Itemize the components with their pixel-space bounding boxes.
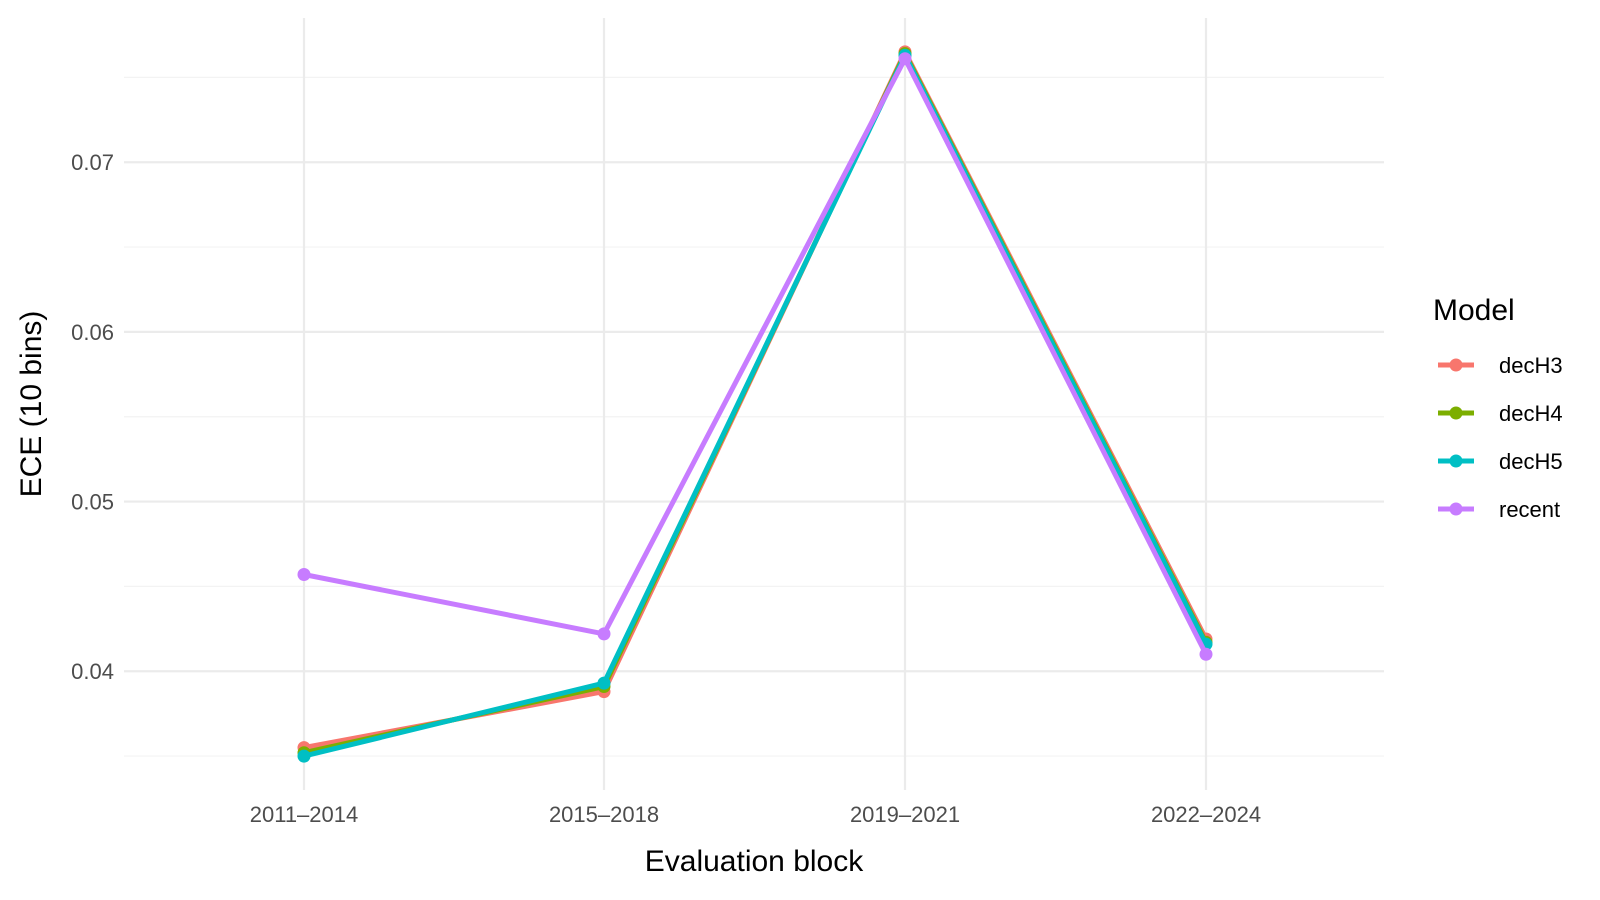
y-axis-title: ECE (10 bins) <box>15 311 48 498</box>
x-tick-label: 2022–2024 <box>1151 802 1261 827</box>
legend-item-decH3: decH3 <box>1438 353 1563 378</box>
data-point-recent <box>297 568 311 581</box>
series-line-decH4 <box>303 51 1209 756</box>
series-line-decH5 <box>303 52 1209 759</box>
legend-item-decH5: decH5 <box>1438 449 1563 474</box>
series-decH5 <box>297 48 1213 763</box>
series-decH4 <box>297 47 1213 760</box>
legend: Model decH3 decH4 decH5 recent <box>1433 294 1563 522</box>
y-tick-label: 0.06 <box>71 320 114 345</box>
legend-key-point <box>1449 358 1463 372</box>
series-line-recent <box>303 56 1209 656</box>
data-point-recent <box>1199 647 1213 661</box>
legend-label: decH3 <box>1499 353 1563 378</box>
data-point-recent <box>597 627 611 641</box>
x-tick-label: 2019–2021 <box>850 802 960 827</box>
data-point-recent <box>898 52 912 66</box>
legend-key-point <box>1449 502 1463 516</box>
x-axis-title: Evaluation block <box>645 845 864 878</box>
y-tick-label: 0.07 <box>71 150 114 175</box>
legend-label: decH4 <box>1499 401 1563 426</box>
legend-item-recent: recent <box>1438 497 1560 522</box>
legend-label: decH5 <box>1499 449 1563 474</box>
y-axis-ticks: 0.04 0.05 0.06 0.07 <box>71 150 114 684</box>
legend-key-point <box>1449 406 1463 420</box>
y-tick-label: 0.05 <box>71 490 114 515</box>
x-axis-ticks: 2011–2014 2015–2018 2019–2021 2022–2024 <box>250 802 1261 827</box>
legend-title: Model <box>1433 294 1515 327</box>
legend-label: recent <box>1499 497 1560 522</box>
x-tick-label: 2011–2014 <box>250 802 359 827</box>
data-point-decH5 <box>597 676 611 690</box>
series-line-decH3 <box>303 49 1209 751</box>
grid-lines <box>124 18 1384 790</box>
series-layer <box>297 45 1213 763</box>
legend-item-decH4: decH4 <box>1438 401 1563 426</box>
legend-items: decH3 decH4 decH5 recent <box>1438 353 1563 522</box>
series-recent <box>297 52 1213 661</box>
x-tick-label: 2015–2018 <box>549 802 659 827</box>
y-tick-label: 0.04 <box>71 659 114 684</box>
legend-key-point <box>1449 454 1463 468</box>
data-point-decH5 <box>297 749 311 763</box>
